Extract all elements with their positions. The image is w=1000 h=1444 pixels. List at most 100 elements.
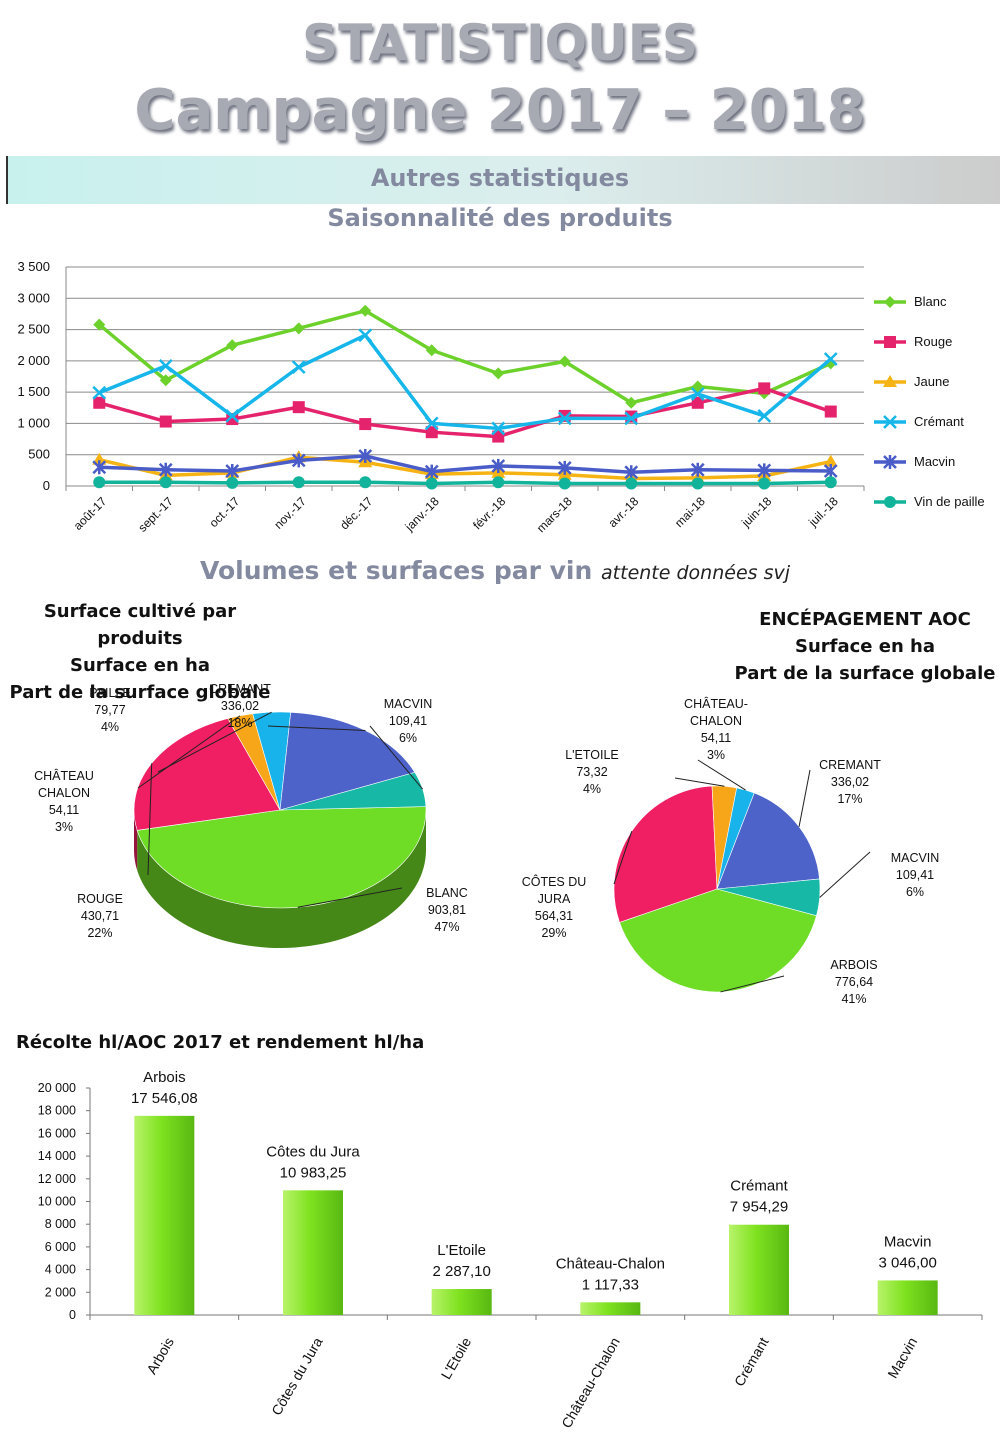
line-point: [292, 401, 305, 414]
line-point: [359, 476, 372, 489]
legend-marker: [884, 296, 896, 308]
line-point: [225, 409, 240, 423]
line-point: [823, 352, 838, 366]
bar-L'Etoile: [431, 1289, 492, 1315]
legend-label: Rouge: [914, 334, 952, 349]
pie2-leader-line: [697, 759, 746, 791]
line-y-tick-label: 2 000: [17, 353, 50, 368]
bar-category-label-top: Crémant: [730, 1178, 788, 1195]
bar-Côtes du Jura: [283, 1190, 343, 1315]
pie2-label: CHALON: [690, 714, 742, 728]
pie2-title-line: Part de la surface globale: [734, 663, 996, 684]
bar-y-tick-label: 12 000: [38, 1172, 76, 1186]
bar-x-tick-label: Crémant: [731, 1334, 772, 1389]
bar-x-tick-label: Côtes du Jura: [268, 1334, 326, 1418]
pie2-label: 109,41: [896, 868, 934, 882]
pie1-label: 903,81: [428, 903, 466, 917]
line-point: [92, 452, 107, 465]
bar-Château-Chalon: [580, 1302, 641, 1315]
pie2-leader-line: [674, 777, 725, 787]
pie2-label: 73,32: [576, 765, 607, 779]
pie1-label: 3%: [55, 820, 73, 834]
pie2-leader-line: [613, 830, 633, 885]
line-point: [93, 318, 106, 331]
line-series-Vin de paille: [99, 480, 831, 486]
pie2-label: ARBOIS: [830, 958, 877, 972]
pie2-title-line: ENCÉPAGEMENT AOC: [759, 609, 971, 630]
bar-x-tick-label: Macvin: [884, 1335, 920, 1381]
line-point: [359, 304, 372, 317]
pie2-title-line: Surface en ha: [794, 636, 936, 657]
line-series-Jaune: [98, 455, 832, 481]
bar-y-tick-label: 0: [69, 1308, 76, 1322]
pie1-label: 54,11: [49, 803, 79, 817]
line-point: [159, 415, 172, 428]
line-point: [159, 374, 172, 387]
pie1-slice-side: [137, 810, 426, 949]
pie1-label: 47%: [434, 920, 459, 934]
pie1-label: 336,02: [221, 699, 259, 713]
line-point: [491, 421, 506, 436]
pie1-leader-line: [369, 725, 424, 790]
pie2-leader-line: [819, 851, 871, 898]
pie1-label: MACVIN: [384, 697, 433, 711]
line-point: [358, 448, 373, 463]
legend-marker: [884, 496, 896, 508]
pie1-slice-blanc: [136, 806, 427, 909]
pie1-leader-line: [297, 887, 403, 908]
bar-value-label: 3 046,00: [878, 1254, 936, 1271]
bar-value-label: 2 287,10: [432, 1263, 490, 1280]
legend-label: Macvin: [914, 454, 955, 469]
line-x-tick-label: nov.-17: [271, 494, 309, 532]
line-point: [291, 360, 306, 374]
bar-y-tick-label: 14 000: [38, 1149, 76, 1163]
pie2-label: L'ETOILE: [565, 748, 619, 762]
pie1-leader-line: [147, 763, 153, 876]
pie1-label: CHÂTEAU: [34, 768, 94, 783]
line-point: [757, 409, 772, 423]
line-point: [691, 477, 704, 490]
line-point: [292, 322, 305, 335]
line-point: [691, 396, 704, 409]
bar-category-label-top: Arbois: [143, 1069, 186, 1086]
pie1-label: 18%: [227, 716, 252, 730]
pie2-label: CHÂTEAU-: [684, 696, 748, 711]
line-x-tick-label: févr.-18: [470, 494, 508, 532]
pie2-label: 564,31: [535, 909, 573, 923]
pie1-label: 430,71: [81, 909, 119, 923]
bar-category-label-top: Château-Chalon: [556, 1255, 665, 1272]
legend-marker: [883, 375, 897, 387]
bar-y-tick-label: 8 000: [45, 1217, 76, 1231]
pie2-label: 54,11: [701, 731, 731, 745]
bar-x-tick-label: Arbois: [143, 1335, 177, 1377]
pie1-title-line: Surface en ha: [69, 655, 211, 676]
pie2-label: 3%: [707, 748, 725, 762]
line-point: [225, 463, 240, 478]
pie2-label: 6%: [906, 885, 924, 899]
pie2-label: 29%: [541, 926, 566, 940]
line-y-tick-label: 3 500: [17, 259, 50, 274]
pie2-label: 336,02: [831, 775, 869, 789]
line-x-tick-label: oct.-17: [207, 494, 243, 530]
line-y-tick-label: 500: [28, 447, 50, 462]
pie1-slice-macvin: [279, 772, 427, 811]
line-point: [492, 367, 505, 380]
line-point: [226, 413, 239, 426]
line-point: [159, 476, 172, 489]
line-y-tick-label: 0: [43, 478, 50, 493]
line-point: [492, 476, 505, 489]
bar-x-tick-label: Château-Chalon: [558, 1335, 623, 1431]
page-title: STATISTIQUES: [302, 14, 698, 72]
pie2-slice-arbois: [619, 888, 817, 993]
line-x-tick-label: juil.-18: [805, 494, 841, 530]
line-point: [424, 464, 439, 479]
pie2-slice-macvin: [716, 878, 821, 917]
line-x-tick-label: mars-18: [534, 494, 575, 535]
pie1-title-line: Surface cultivé par produits: [43, 601, 237, 649]
bar-Arbois: [134, 1115, 195, 1315]
bar-chart-title: Récolte hl/AOC 2017 et rendement hl/ha: [16, 1032, 425, 1053]
line-point: [226, 476, 239, 489]
bar-Macvin: [877, 1280, 938, 1315]
line-x-tick-label: janv.-18: [402, 494, 442, 534]
